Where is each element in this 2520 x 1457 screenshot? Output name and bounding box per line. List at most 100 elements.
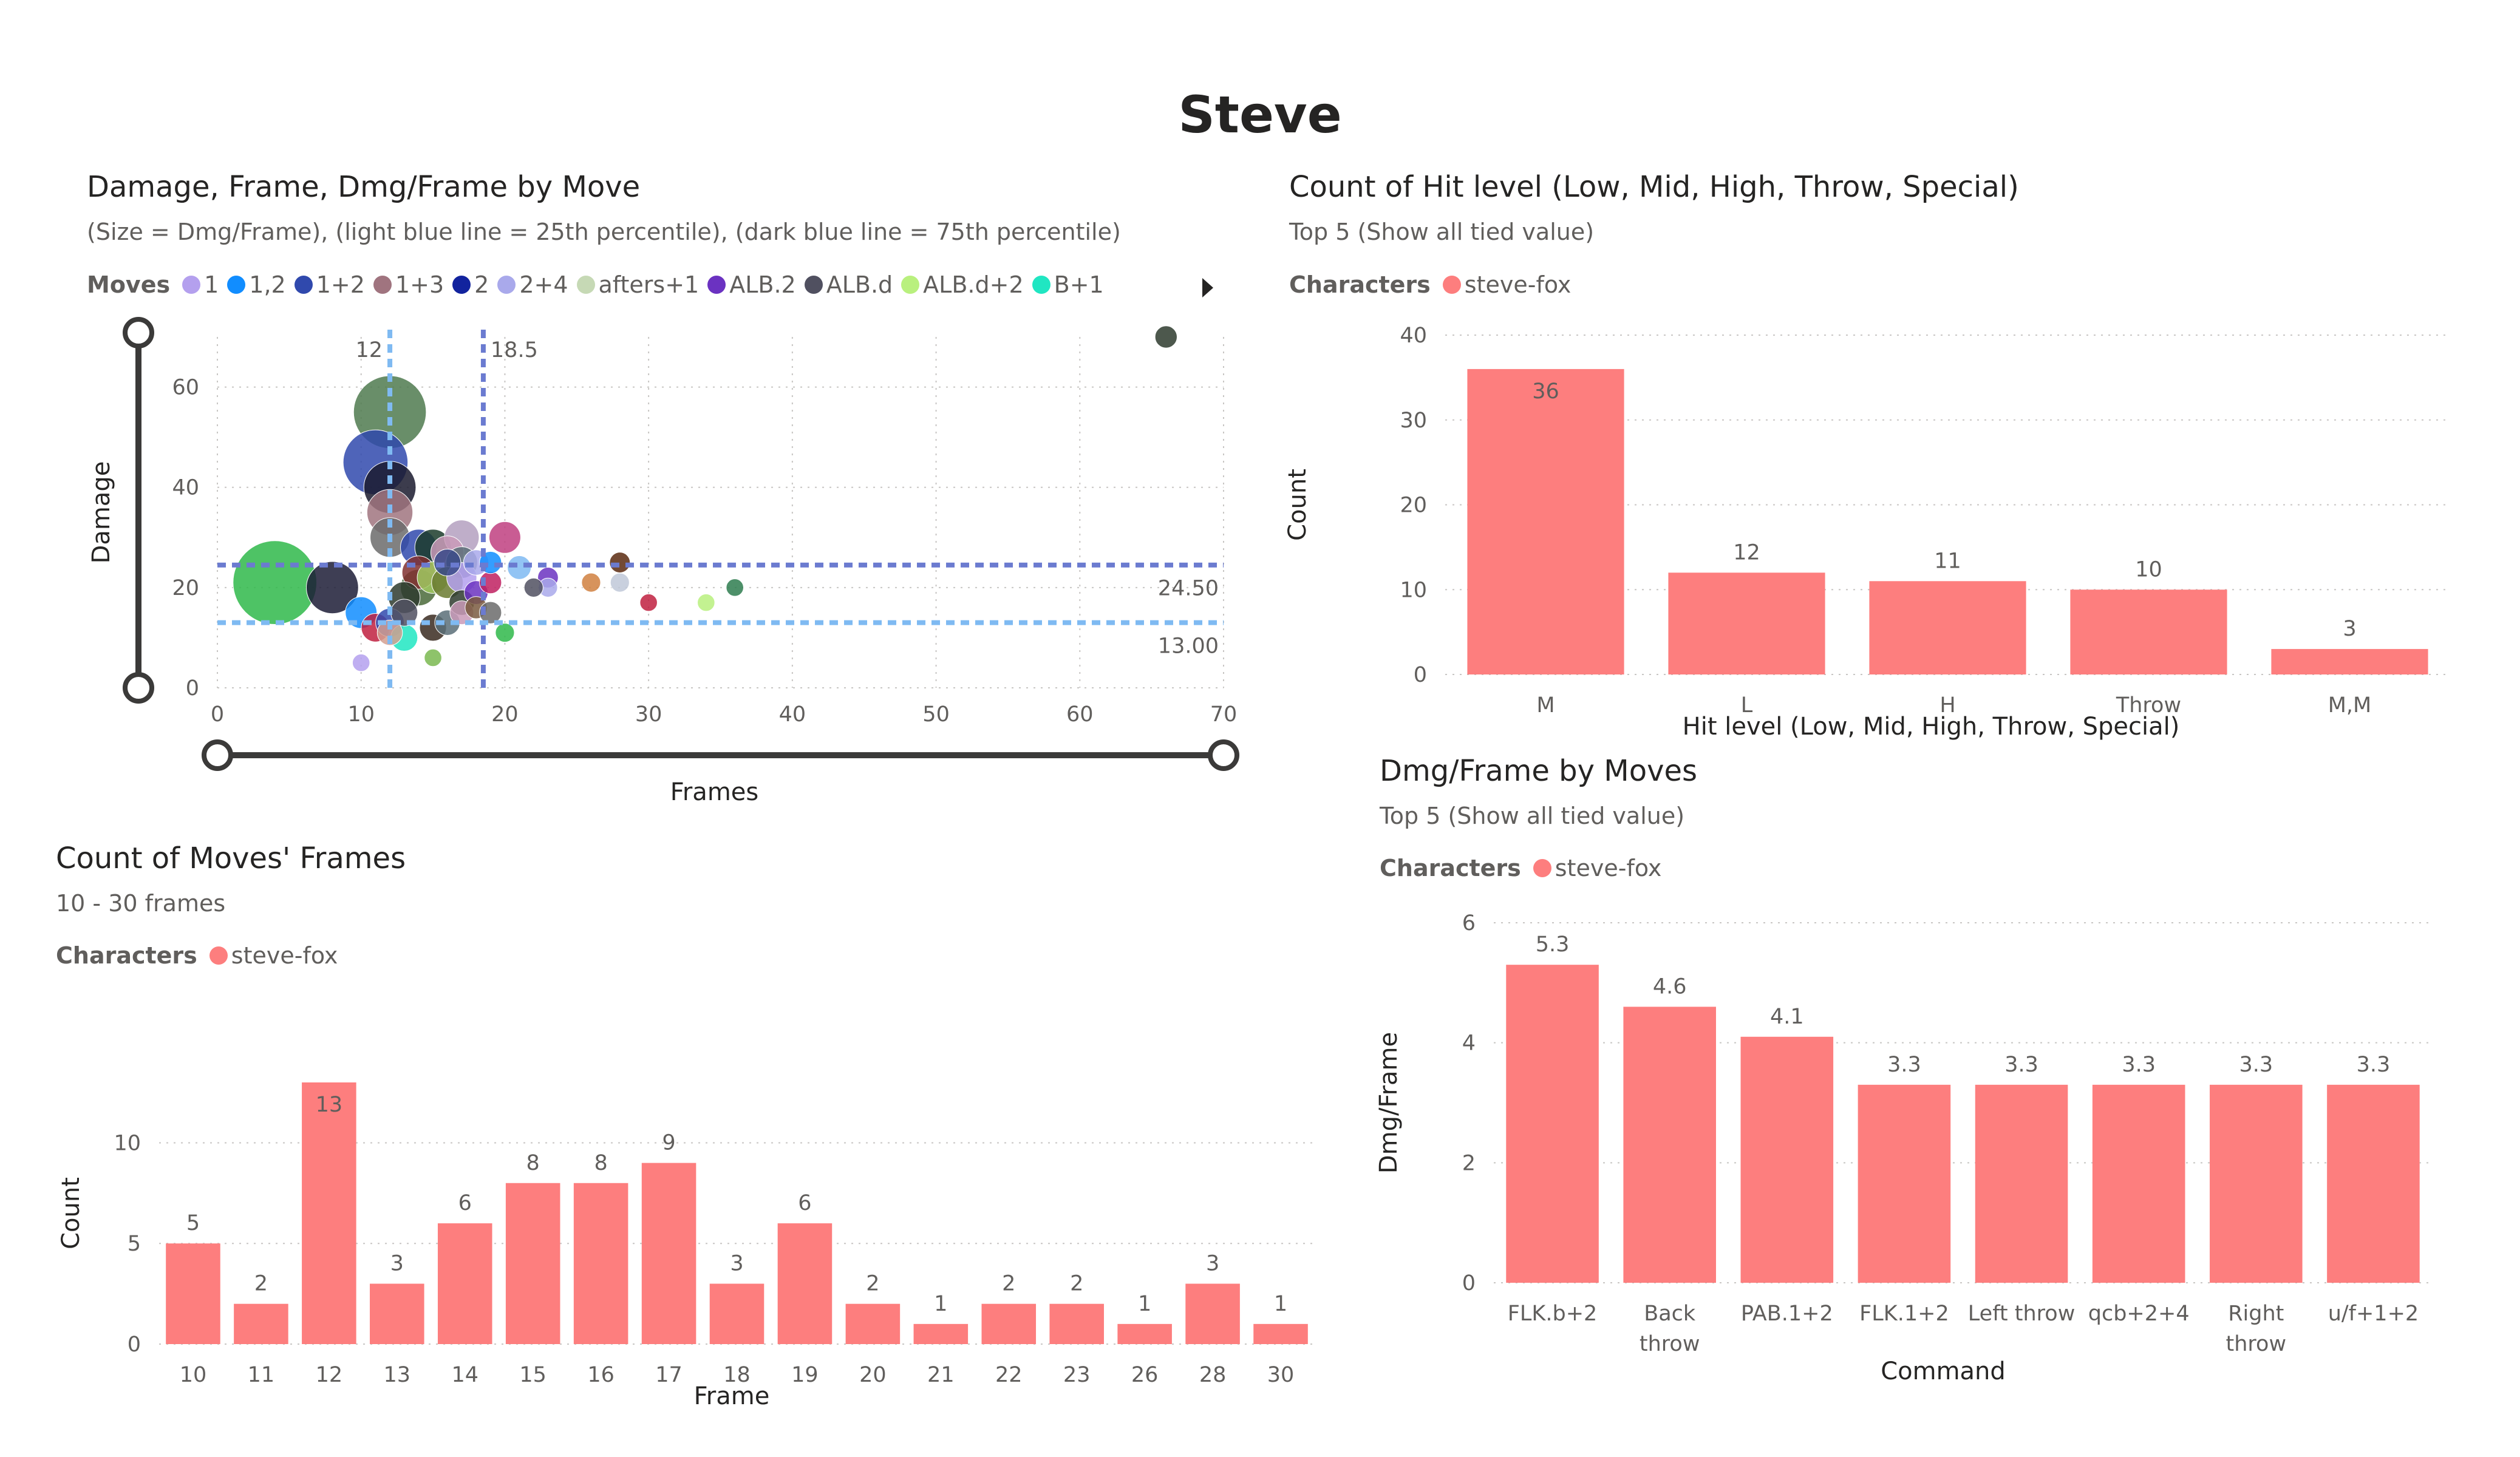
y-tick-label: 6 (1462, 911, 1476, 936)
legend-label: Moves (87, 271, 171, 298)
bar (709, 1283, 765, 1344)
legend-item[interactable]: ALB.d+2 (901, 271, 1024, 298)
legend-item[interactable]: 1+2 (294, 271, 365, 298)
hit-level-chart: 0 10 20 30 40 36 M 12 L 11 H 10 Throw 3 M,M Count Hit le… (1284, 324, 2450, 741)
data-label: 2 (254, 1272, 268, 1296)
x-tick-label: 26 (1131, 1363, 1159, 1387)
data-label: 1 (1138, 1292, 1151, 1316)
x-tick-label: 13 (384, 1363, 411, 1387)
data-label: 10 (2135, 557, 2162, 582)
data-label: 3.3 (1887, 1053, 1921, 1077)
hit-level-visual[interactable]: Count of Hit level (Low, Mid, High, Thro… (1263, 0, 2520, 753)
data-label: 8 (594, 1151, 607, 1175)
data-label: 3 (2343, 617, 2356, 641)
x-axis-title: Frames (670, 778, 758, 806)
legend-dot-icon (497, 276, 516, 294)
legend-item[interactable]: ALB.d (804, 271, 893, 298)
frames-visual[interactable]: Count of Moves' Frames 10 - 30 frames Ch… (0, 826, 1336, 1457)
legend-item[interactable]: 1 (182, 271, 219, 298)
legend-item-label: 2+4 (519, 271, 568, 298)
x-tick-label: 18 (723, 1363, 751, 1387)
legend-dot-icon (227, 276, 246, 294)
dmgframe-chart: 0 2 4 6 5.3 FLK.b+2 4.6 Back throw 4.1 PAB.1+2 3.3 F… (1375, 911, 2432, 1385)
legend-dot-icon (901, 276, 920, 294)
data-label: 12 (1733, 540, 1760, 565)
legend-item[interactable]: 2+4 (497, 271, 568, 298)
y-tick-label: 4 (1462, 1031, 1476, 1056)
data-point (488, 521, 521, 554)
x-tick-label: Left throw (1968, 1302, 2076, 1326)
y-axis-title: Damage (87, 461, 115, 564)
hit-level-title: Count of Hit level (Low, Mid, High, Thro… (1289, 170, 2019, 204)
data-label: 4.1 (1770, 1005, 1804, 1029)
legend-item[interactable]: 1+3 (373, 271, 444, 298)
data-point (305, 561, 359, 614)
data-label: 3.3 (2004, 1053, 2038, 1077)
x-tick-label: 17 (655, 1363, 683, 1387)
bar (845, 1303, 901, 1344)
x-tick-label: 40 (779, 702, 806, 727)
data-label: 4.6 (1653, 974, 1687, 999)
x-tick-label: 10 (180, 1363, 207, 1387)
legend-item[interactable]: afters+1 (576, 271, 699, 298)
legend-item[interactable]: ALB.2 (707, 271, 796, 298)
legend-item[interactable]: 2 (452, 271, 489, 298)
dmgframe-visual[interactable]: Dmg/Frame by Moves Top 5 (Show all tied … (1336, 728, 2520, 1457)
x-tick-label: 16 (587, 1363, 615, 1387)
frames-chart: 0510510211131231361481581691731861922012… (57, 1082, 1315, 1410)
y-tick-label: 60 (172, 376, 199, 400)
y-axis-title: Dmg/Frame (1375, 1032, 1403, 1173)
x-tick-label: 20 (859, 1363, 887, 1387)
scatter-chart: 0 10 20 30 40 50 60 70 0 20 40 60 12 18.5 24.50 13.00 Da… (87, 317, 1239, 806)
legend-label: Characters (1380, 855, 1521, 881)
chevron-right-icon[interactable] (1202, 278, 1213, 297)
data-label: 1 (1274, 1292, 1287, 1316)
dmgframe-legend: Characters steve-fox (1380, 855, 1670, 881)
legend-item-label: ALB.2 (729, 271, 796, 298)
x-tick-label: 12 (316, 1363, 343, 1387)
y-tick-label: 10 (1400, 578, 1427, 602)
x-axis-title: Command (1881, 1357, 2006, 1385)
bar (1117, 1323, 1172, 1344)
y-slider-handle-icon (123, 317, 154, 348)
x-tick-label: 30 (1267, 1363, 1295, 1387)
data-point (434, 548, 461, 577)
bar (1869, 581, 2026, 674)
legend-item-label: 1+2 (316, 271, 365, 298)
y-tick-label: 30 (1400, 409, 1427, 433)
bar (302, 1082, 356, 1344)
legend-series-name: steve-fox (1464, 271, 1572, 298)
bar (573, 1183, 628, 1344)
bar (437, 1223, 492, 1344)
bar (1049, 1303, 1104, 1344)
bar (2092, 1084, 2185, 1283)
legend-item[interactable]: B+1 (1032, 271, 1104, 298)
y-axis-title: Count (57, 1177, 85, 1249)
y-tick-label: 2 (1462, 1151, 1476, 1175)
x-tick-label: 23 (1063, 1363, 1091, 1387)
data-point (1154, 325, 1178, 348)
data-label: 5 (186, 1211, 200, 1235)
data-label: 2 (866, 1272, 879, 1296)
bar (2210, 1084, 2303, 1283)
y-tick-label: 0 (1462, 1271, 1476, 1296)
x-tick-label: 0 (211, 702, 224, 727)
data-label: 3.3 (2357, 1053, 2391, 1077)
legend-item[interactable]: 1,2 (227, 271, 286, 298)
x-tick-label: 19 (791, 1363, 819, 1387)
y-tick-label: 10 (114, 1131, 141, 1155)
data-label: 2 (1002, 1272, 1015, 1296)
bar (234, 1303, 288, 1344)
legend-dot-icon (373, 276, 392, 294)
x-tick-label: u/f+1+2 (2328, 1302, 2419, 1326)
x-tick-label: L (1741, 693, 1753, 718)
bar (370, 1283, 424, 1344)
bar (166, 1243, 220, 1344)
scatter-visual[interactable]: Damage, Frame, Dmg/Frame by Move (Size =… (0, 0, 1251, 826)
x-tick-label: FLK.b+2 (1508, 1302, 1598, 1326)
x-tick-label: 30 (635, 702, 662, 727)
legend-dot-icon (294, 276, 313, 294)
data-point (233, 540, 318, 625)
bar (1668, 572, 1825, 674)
data-point (523, 577, 543, 597)
